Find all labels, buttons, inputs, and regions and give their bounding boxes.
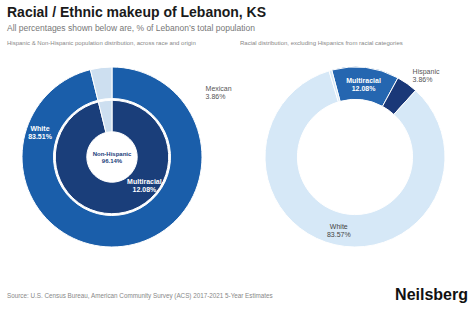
slice-label: Hispanic3.86% — [413, 68, 440, 83]
slice-label: Multiracial12.08% — [127, 178, 162, 193]
chart-title: Hispanic & Non-Hispanic population distr… — [7, 40, 196, 46]
donut — [265, 67, 445, 247]
branding: Neilsberg — [395, 286, 468, 303]
slice-label: Mexican3.86% — [206, 85, 232, 100]
slice — [329, 70, 340, 102]
slice-label: Multiracial12.08% — [346, 77, 381, 92]
background — [0, 0, 474, 316]
slice — [22, 67, 202, 247]
slice — [90, 67, 112, 100]
source: Source: U.S. Census Bureau, American Com… — [7, 292, 273, 300]
slice — [98, 100, 112, 132]
slice — [265, 71, 445, 247]
slice-label: Non-Hispanic96.14% — [93, 151, 132, 164]
subtitle: All percentages shown below are, % of Le… — [7, 23, 255, 33]
chart-title: Racial distribution, excluding Hispanics… — [240, 40, 403, 46]
slice-label: White83.57% — [327, 223, 351, 238]
title: Racial / Ethnic makeup of Lebanon, KS — [7, 4, 266, 20]
slice — [55, 100, 168, 213]
slice-label: White83.51% — [28, 125, 53, 140]
donut — [22, 67, 202, 247]
